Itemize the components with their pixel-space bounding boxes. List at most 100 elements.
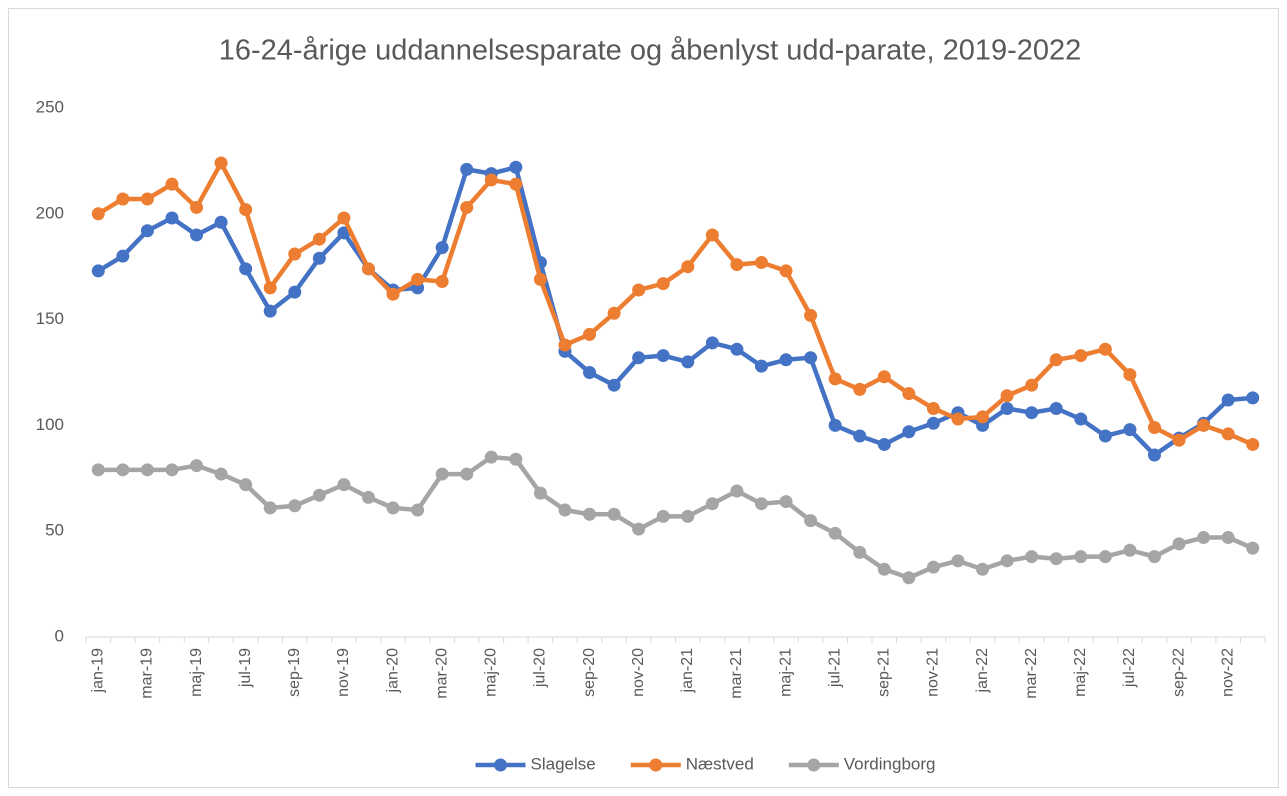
legend-marker bbox=[807, 758, 821, 772]
series-marker bbox=[1246, 391, 1260, 405]
y-tick-label: 150 bbox=[36, 309, 64, 328]
series-marker bbox=[681, 260, 695, 274]
series-marker bbox=[1000, 554, 1014, 568]
series-marker bbox=[411, 272, 425, 286]
series-marker bbox=[705, 497, 719, 511]
series-marker bbox=[804, 308, 818, 322]
series-marker bbox=[509, 160, 523, 174]
series-marker bbox=[190, 228, 204, 242]
x-tick-label: maj-22 bbox=[1072, 648, 1089, 697]
series-marker bbox=[730, 342, 744, 356]
x-tick-label: jan-21 bbox=[679, 648, 696, 694]
series-marker bbox=[779, 264, 793, 278]
series-marker bbox=[190, 200, 204, 214]
series-marker bbox=[607, 507, 621, 521]
series-marker bbox=[435, 241, 449, 255]
series-marker bbox=[1221, 427, 1235, 441]
x-tick-label: mar-21 bbox=[728, 648, 745, 699]
y-tick-label: 250 bbox=[36, 97, 64, 116]
series-marker bbox=[312, 251, 326, 265]
series-marker bbox=[926, 401, 940, 415]
series-marker bbox=[1098, 342, 1112, 356]
series-marker bbox=[1000, 389, 1014, 403]
legend-label: Næstved bbox=[686, 754, 754, 773]
series-marker bbox=[460, 162, 474, 176]
y-tick-label: 50 bbox=[45, 521, 64, 540]
x-tick-label: jul-20 bbox=[532, 648, 549, 688]
series-marker bbox=[263, 304, 277, 318]
series-marker bbox=[435, 275, 449, 289]
series-marker bbox=[288, 247, 302, 261]
series-marker bbox=[951, 412, 965, 426]
x-tick-label: sep-19 bbox=[286, 648, 303, 697]
series-marker bbox=[976, 410, 990, 424]
series-marker bbox=[656, 349, 670, 363]
series-marker bbox=[337, 478, 351, 492]
series-marker bbox=[533, 486, 547, 500]
series-marker bbox=[1074, 412, 1088, 426]
series-marker bbox=[656, 277, 670, 291]
series-marker bbox=[1123, 368, 1137, 382]
series-marker bbox=[214, 215, 228, 229]
legend-label: Slagelse bbox=[531, 754, 596, 773]
series-marker bbox=[632, 283, 646, 297]
series-marker bbox=[877, 370, 891, 384]
series-marker bbox=[361, 262, 375, 276]
series-marker bbox=[1221, 531, 1235, 545]
series-marker bbox=[1147, 448, 1161, 462]
series-marker bbox=[779, 495, 793, 509]
series-marker bbox=[1025, 406, 1039, 420]
series-marker bbox=[140, 463, 154, 477]
series-marker bbox=[607, 306, 621, 320]
series-marker bbox=[828, 372, 842, 386]
series-marker bbox=[558, 338, 572, 352]
series-marker bbox=[435, 467, 449, 481]
series-marker bbox=[656, 509, 670, 523]
series-marker bbox=[730, 258, 744, 272]
series-marker bbox=[1197, 418, 1211, 432]
series-marker bbox=[386, 501, 400, 515]
series-marker bbox=[1172, 537, 1186, 551]
series-marker bbox=[165, 177, 179, 191]
x-tick-label: mar-22 bbox=[1023, 648, 1040, 699]
series-marker bbox=[91, 207, 105, 221]
y-tick-label: 100 bbox=[36, 415, 64, 434]
chart-frame bbox=[8, 8, 1279, 788]
y-tick-label: 0 bbox=[55, 626, 64, 645]
series-marker bbox=[509, 452, 523, 466]
series-marker bbox=[239, 262, 253, 276]
series-marker bbox=[951, 554, 965, 568]
x-tick-label: jul-21 bbox=[826, 648, 843, 688]
series-marker bbox=[1197, 531, 1211, 545]
series-marker bbox=[681, 355, 695, 369]
series-marker bbox=[828, 526, 842, 540]
series-marker bbox=[214, 467, 228, 481]
series-marker bbox=[140, 192, 154, 206]
series-marker bbox=[804, 351, 818, 365]
series-marker bbox=[705, 336, 719, 350]
series-marker bbox=[411, 503, 425, 517]
series-marker bbox=[140, 224, 154, 238]
series-marker bbox=[484, 450, 498, 464]
series-marker bbox=[165, 211, 179, 225]
series-marker bbox=[583, 366, 597, 379]
series-marker bbox=[804, 514, 818, 528]
series-marker bbox=[607, 378, 621, 392]
series-marker bbox=[754, 497, 768, 511]
series-marker bbox=[91, 264, 105, 278]
series-marker bbox=[754, 255, 768, 269]
series-marker bbox=[239, 203, 253, 217]
series-marker bbox=[902, 387, 916, 401]
series-marker bbox=[1098, 550, 1112, 564]
series-marker bbox=[902, 571, 916, 585]
x-tick-label: nov-21 bbox=[925, 648, 942, 697]
series-marker bbox=[460, 467, 474, 481]
series-marker bbox=[1025, 378, 1039, 392]
series-marker bbox=[1074, 550, 1088, 564]
legend-label: Vordingborg bbox=[844, 754, 936, 773]
series-marker bbox=[1123, 543, 1137, 557]
series-marker bbox=[116, 192, 130, 206]
series-marker bbox=[116, 249, 130, 263]
series-marker bbox=[583, 507, 597, 521]
